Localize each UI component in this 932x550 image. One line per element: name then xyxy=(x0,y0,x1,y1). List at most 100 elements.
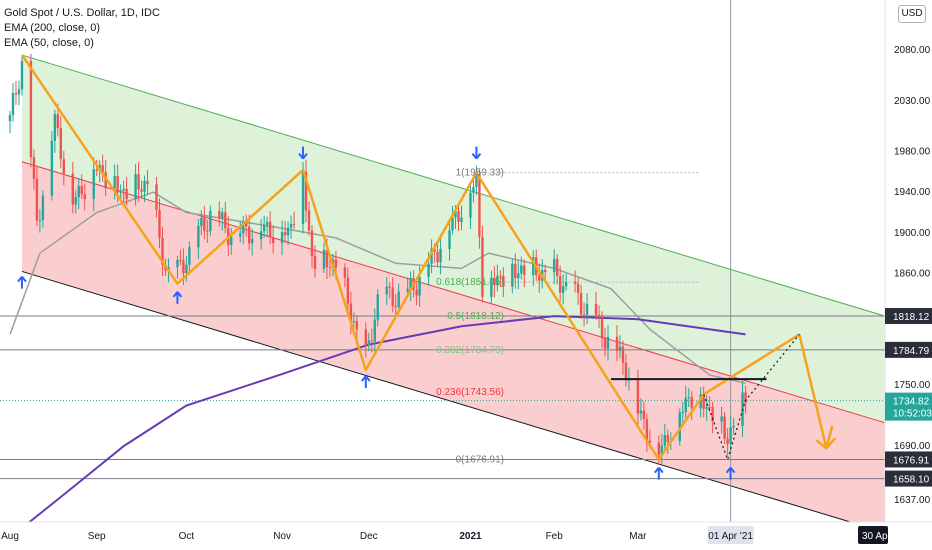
candle-body xyxy=(59,128,63,160)
candle-body xyxy=(406,288,409,292)
candle-body xyxy=(20,61,24,90)
time-tick-label: 2021 xyxy=(459,531,482,542)
candle-body xyxy=(230,236,233,245)
candle-body xyxy=(448,230,451,249)
candle-body xyxy=(313,256,317,269)
candle-body xyxy=(552,258,556,273)
candle-body xyxy=(681,412,684,414)
time-axis[interactable]: Aug Sep Oct Nov Dec 2021 Feb Mar 01 Apr '21 30 Ap… xyxy=(0,521,932,550)
candle-body xyxy=(137,174,140,190)
fib-label: 0.236(1743.56) xyxy=(436,387,504,398)
candle-body xyxy=(394,306,397,308)
candle-body xyxy=(197,226,200,248)
candle-body xyxy=(271,237,275,243)
candle-body xyxy=(618,346,622,351)
candle-body xyxy=(615,336,619,351)
candle-body xyxy=(472,186,475,193)
candle-body xyxy=(699,394,702,409)
candle-body xyxy=(158,210,161,239)
candle-body xyxy=(711,406,714,422)
candle-body xyxy=(182,260,185,274)
candle-body xyxy=(561,286,565,293)
candle-body xyxy=(666,435,669,442)
candle-body xyxy=(558,276,562,293)
horizontal-lines xyxy=(0,0,885,522)
channel-lower-line xyxy=(21,270,886,533)
candle-body xyxy=(200,217,203,227)
time-tick-label: Aug xyxy=(1,531,19,542)
candle-body xyxy=(391,287,394,307)
price-tick-label: 1637.00 xyxy=(894,495,931,506)
candle-body xyxy=(179,259,182,261)
candle-body xyxy=(209,210,212,232)
pivot-arrow xyxy=(172,291,183,304)
candle-body xyxy=(35,178,39,221)
candle-body xyxy=(245,222,248,227)
fib-label: 0.5(1818.12) xyxy=(447,311,504,322)
candle-body xyxy=(723,416,726,439)
countdown-label: 10:52:03 xyxy=(893,409,932,420)
candle-body xyxy=(705,406,708,409)
time-tick-label: Feb xyxy=(546,531,564,542)
candle-body xyxy=(53,114,57,141)
candle-body xyxy=(678,412,681,442)
candle-body xyxy=(397,291,400,308)
candle-body xyxy=(188,247,191,265)
candle-body xyxy=(343,267,347,278)
candle-body xyxy=(283,231,287,236)
candle-body xyxy=(8,115,12,122)
candle-body xyxy=(726,438,729,444)
chart-legend: Gold Spot / U.S. Dollar, 1D, IDC EMA (20… xyxy=(4,6,160,51)
candle-body xyxy=(280,231,284,243)
candle-body xyxy=(409,278,412,289)
candle-body xyxy=(439,248,442,263)
candle-body xyxy=(218,210,221,219)
candle-body xyxy=(645,419,649,441)
pivot-arrow xyxy=(17,276,27,289)
time-tick-label: Nov xyxy=(273,531,291,542)
candle-body xyxy=(499,275,502,277)
drawings xyxy=(17,54,837,480)
ema-200-legend[interactable]: EMA (200, close, 0) xyxy=(4,22,100,34)
candle-body xyxy=(475,174,478,187)
candle-body xyxy=(17,89,21,95)
arrowhead xyxy=(815,437,837,450)
pivot-arrow xyxy=(654,466,664,480)
channel-fills xyxy=(21,54,886,533)
time-tick-label: Oct xyxy=(179,531,195,542)
candle-body xyxy=(292,223,296,225)
candle-body xyxy=(594,303,598,315)
price-tag xyxy=(885,341,932,358)
candle-body xyxy=(702,394,705,409)
candle-body xyxy=(573,282,577,284)
price-tick-label: 2080.00 xyxy=(894,45,931,56)
currency-button[interactable]: USD xyxy=(898,5,926,23)
candle-body xyxy=(176,259,179,268)
candle-body xyxy=(606,336,610,349)
candle-body xyxy=(71,173,74,205)
symbol-title[interactable]: Gold Spot / U.S. Dollar, 1D, IDC xyxy=(4,7,160,19)
candle-body xyxy=(11,93,15,116)
candle-body xyxy=(74,197,77,205)
time-tick-label: Sep xyxy=(88,531,106,542)
candle-body xyxy=(352,321,356,323)
candle-body xyxy=(690,396,693,409)
candle-body xyxy=(355,321,359,330)
candle-body xyxy=(430,248,433,264)
price-tag-label: 1818.12 xyxy=(893,312,930,323)
candle-body xyxy=(639,410,643,414)
candle-body xyxy=(418,276,421,296)
candle-body xyxy=(92,169,95,200)
price-tick-label: 1900.00 xyxy=(894,228,931,239)
candle-body xyxy=(77,186,80,198)
candle-body xyxy=(95,169,98,171)
candle-body xyxy=(636,379,640,414)
candle-body xyxy=(457,211,460,222)
ema-50-legend[interactable]: EMA (50, close, 0) xyxy=(4,37,94,49)
fib-label: 1(1959.33) xyxy=(456,168,504,179)
candle-body xyxy=(481,236,484,297)
candle-body xyxy=(720,416,723,422)
candle-body xyxy=(286,227,290,236)
price-axis[interactable]: 2080.00 2030.00 1980.00 1940.00 1900.00 1860.… xyxy=(884,0,932,522)
